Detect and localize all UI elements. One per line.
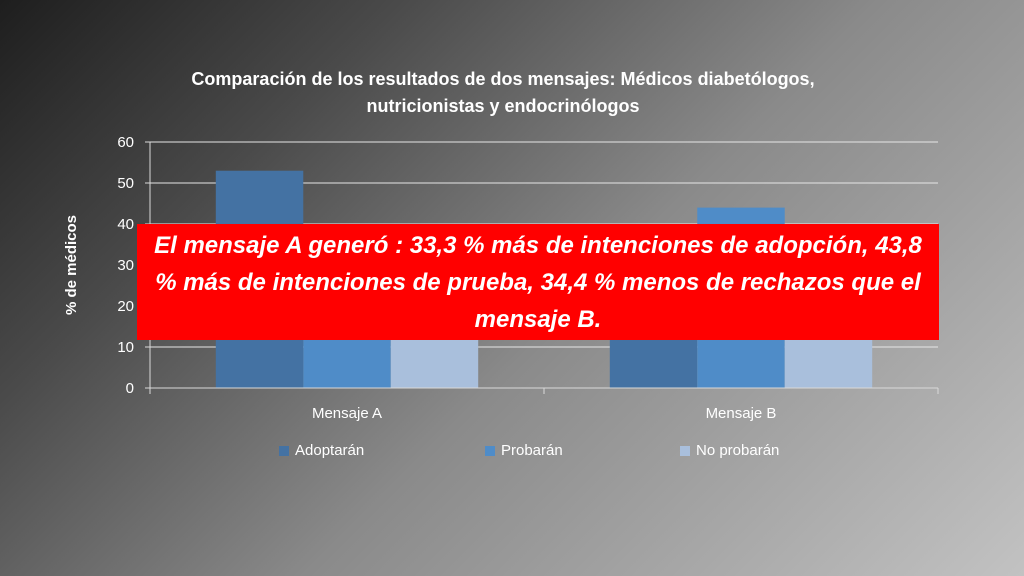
- legend-item-adoptaran: Adoptarán: [279, 442, 364, 459]
- x-tick-label: Mensaje A: [312, 405, 382, 422]
- y-tick-label: 40: [117, 216, 134, 233]
- y-tick-label: 0: [126, 380, 134, 397]
- legend-swatch-no-probaran: [680, 445, 690, 456]
- callout-box: El mensaje A generó : 33,3 % más de inte…: [137, 224, 939, 340]
- legend-swatch-probaran: [485, 445, 495, 456]
- chart-title-line-2: nutricionistas y endocrinólogos: [366, 96, 640, 116]
- legend-swatch-adoptaran: [279, 445, 289, 456]
- y-tick-label: 30: [117, 257, 134, 274]
- y-tick-label: 50: [117, 175, 134, 192]
- legend-item-no-probaran: No probarán: [680, 442, 779, 459]
- legend-label-adoptaran: Adoptarán: [295, 442, 365, 459]
- legend-label-no-probaran: No probarán: [696, 442, 780, 459]
- legend-item-probaran: Probarán: [485, 442, 563, 459]
- chart-title: Comparación de los resultados de dos men…: [100, 66, 906, 120]
- y-tick-label: 10: [117, 339, 134, 356]
- legend-label-probaran: Probarán: [501, 442, 563, 459]
- y-tick-label: 60: [117, 134, 134, 151]
- x-tick-label: Mensaje B: [706, 405, 777, 422]
- y-tick-label: 20: [117, 298, 134, 315]
- axes: 0 10 20 30 40 50 60 Mensaje A Mensaje B: [117, 134, 939, 422]
- chart-title-line-1: Comparación de los resultados de dos men…: [191, 69, 815, 89]
- y-axis-label: % de médicos: [63, 215, 80, 315]
- callout-text: El mensaje A generó : 33,3 % más de inte…: [154, 231, 922, 333]
